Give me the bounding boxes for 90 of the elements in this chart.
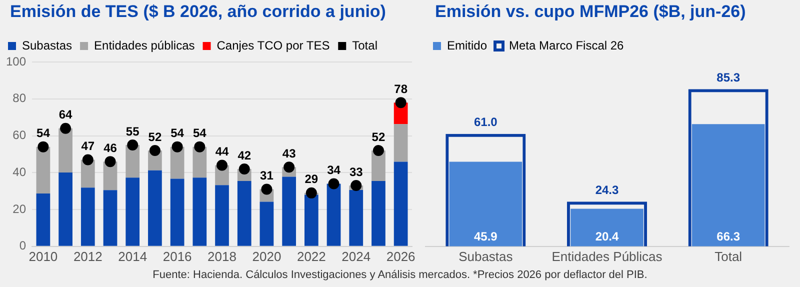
- bar: [58, 172, 72, 246]
- y-tick-label: 60: [12, 128, 26, 142]
- x-tick-label: 2012: [73, 248, 102, 264]
- point: [350, 180, 362, 192]
- x-tick-label: 2010: [28, 248, 58, 264]
- data-label: 66.3: [716, 230, 740, 244]
- legend-label: Subastas: [22, 38, 72, 52]
- data-label: 24.3: [595, 182, 619, 197]
- legend-label: Entidades públicas: [94, 38, 195, 52]
- point: [104, 156, 116, 168]
- y-tick-label: 0: [19, 238, 26, 253]
- data-label: 64: [58, 108, 73, 122]
- x-tick-label: 2016: [162, 248, 192, 264]
- bar: [80, 188, 95, 246]
- legend-label: Total: [352, 38, 378, 52]
- data-label: 54: [170, 126, 184, 140]
- x-tick-label: 2020: [252, 248, 282, 264]
- bar: [126, 178, 140, 246]
- bar: [237, 180, 252, 246]
- point: [395, 97, 406, 108]
- bar: [148, 170, 162, 246]
- bar: [349, 190, 364, 246]
- bar: [260, 202, 274, 246]
- point: [60, 122, 72, 134]
- data-label: 46: [104, 140, 118, 155]
- x-tick-label: 2024: [342, 248, 371, 264]
- data-label: 45.9: [474, 230, 498, 244]
- point: [82, 154, 94, 166]
- x-tick-label: Total: [714, 248, 742, 264]
- x-tick-label: 2022: [296, 248, 326, 264]
- bar: [449, 162, 522, 246]
- legend-label: Canjes TCO por TES: [216, 38, 330, 52]
- bar: [215, 185, 229, 246]
- point: [172, 141, 183, 152]
- data-label: 52: [372, 130, 386, 144]
- data-label: 52: [148, 130, 162, 144]
- chart-title: Emisión vs. cupo MFMP26 ($B, jun-26): [434, 2, 747, 23]
- data-label: 55: [126, 124, 140, 138]
- y-tick-label: 80: [12, 91, 26, 106]
- x-tick-label: 2014: [118, 248, 148, 264]
- data-label: 85.3: [716, 70, 740, 84]
- data-label: 61.0: [474, 115, 498, 130]
- data-label: 33: [349, 164, 364, 179]
- data-label: 78: [394, 82, 408, 96]
- data-label: 34: [327, 163, 341, 178]
- bar: [372, 180, 386, 246]
- point: [306, 187, 317, 198]
- x-tick-label: 2026: [386, 248, 416, 264]
- bar: [326, 184, 341, 246]
- data-label: 47: [81, 139, 95, 154]
- y-tick-label: 40: [12, 164, 26, 179]
- x-tick-label: Subastas: [458, 248, 514, 264]
- bar: [570, 208, 644, 246]
- point: [328, 178, 340, 190]
- point: [238, 163, 250, 174]
- bar: [36, 193, 50, 246]
- data-label: 54: [192, 126, 207, 140]
- bar: [394, 162, 408, 246]
- legend-label: Emitido: [447, 38, 488, 52]
- bar: [692, 124, 765, 246]
- data-label: 44: [215, 144, 230, 159]
- bar: [58, 128, 72, 172]
- bar: [394, 124, 408, 162]
- point: [127, 139, 138, 150]
- data-label: 42: [238, 148, 252, 162]
- point: [149, 145, 160, 156]
- point: [261, 184, 272, 195]
- bar: [192, 178, 207, 246]
- data-label: 20.4: [595, 230, 619, 244]
- bar: [103, 190, 118, 246]
- data-label: 29: [304, 172, 318, 186]
- bar: [170, 178, 184, 246]
- point: [284, 162, 295, 173]
- bar: [282, 176, 296, 246]
- point: [38, 141, 49, 152]
- source-note: Fuente: Hacienda. Cálculos Investigaciones y Análisis mercados. *Precios 2026 por deflactor del PIB.: [152, 269, 648, 281]
- point: [194, 141, 206, 152]
- data-label: 54: [36, 126, 50, 140]
- point: [216, 160, 228, 171]
- chart-title: Emisión de TES ($ B 2026, año corrido a junio): [9, 2, 387, 23]
- x-tick-label: Entidades Públicas: [552, 248, 663, 264]
- y-tick-label: 100: [6, 54, 26, 68]
- x-tick-label: 2018: [208, 248, 236, 264]
- data-label: 43: [282, 146, 296, 160]
- bar: [36, 146, 50, 194]
- bar: [304, 194, 318, 246]
- point: [372, 145, 384, 156]
- data-label: 31: [260, 168, 274, 183]
- y-tick-label: 20: [12, 202, 26, 216]
- legend-label: Meta Marco Fiscal 26: [509, 38, 624, 52]
